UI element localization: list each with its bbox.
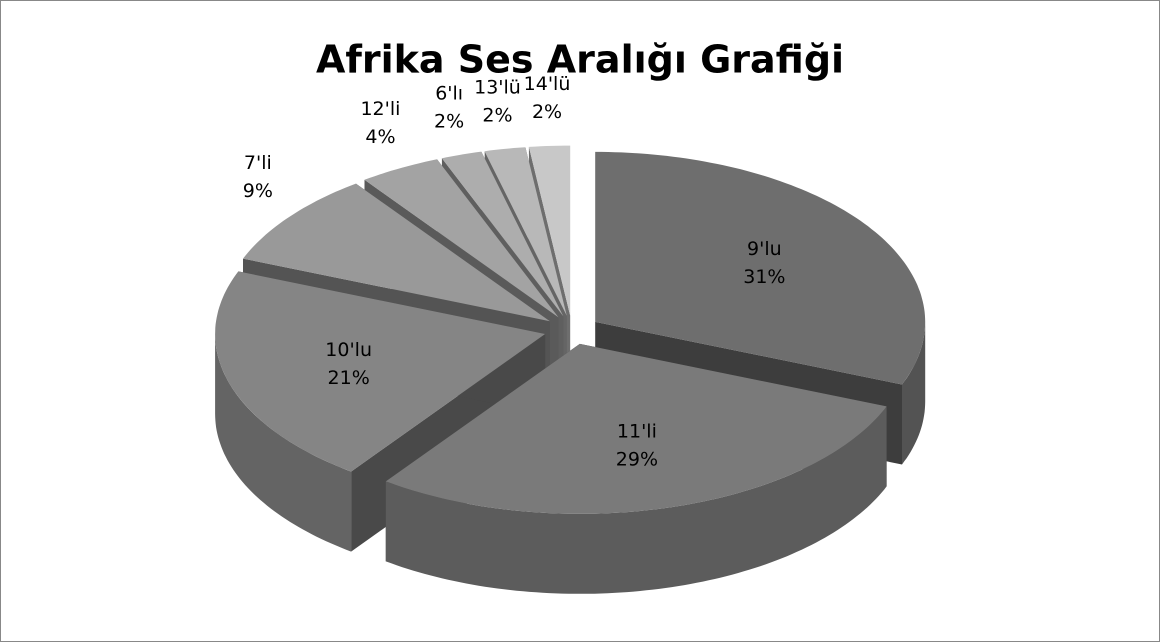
slice: [484, 147, 567, 316]
slice: [364, 159, 559, 318]
slice: [385, 343, 887, 514]
slice: [243, 183, 550, 322]
data-label: 13'lü: [474, 76, 521, 98]
data-label: 2%: [532, 101, 562, 123]
data-label: 7'li: [244, 152, 272, 174]
data-label: 29%: [616, 449, 658, 471]
slice: [595, 151, 926, 385]
slice-side: [215, 334, 352, 552]
slice-side: [902, 321, 926, 465]
slice: [528, 145, 571, 316]
data-label: 31%: [743, 266, 785, 288]
data-label: 21%: [328, 367, 370, 389]
data-label: 9%: [243, 180, 273, 202]
data-label: 4%: [365, 126, 395, 148]
data-label: 9'lu: [747, 238, 782, 260]
data-label: 6'lı: [435, 83, 463, 105]
data-label: 2%: [434, 111, 464, 133]
slice: [215, 271, 546, 472]
chart-title: Afrika Ses Aralığı Grafiği: [316, 38, 844, 82]
data-label: 10'lu: [325, 339, 372, 361]
data-label: 14'lü: [524, 73, 571, 95]
slice: [441, 151, 564, 317]
data-label: 12'li: [360, 98, 400, 120]
data-label: 2%: [482, 104, 512, 126]
data-label: 11'li: [617, 421, 657, 443]
slice-side: [385, 406, 887, 594]
